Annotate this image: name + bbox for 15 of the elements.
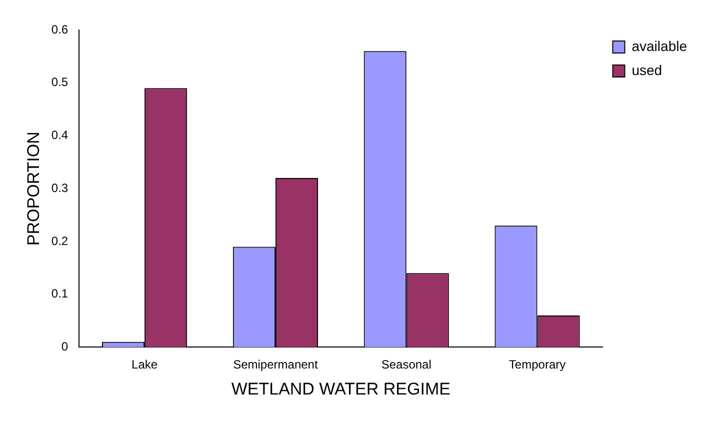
legend-label: used — [632, 62, 662, 78]
y-tick-label: 0 — [61, 340, 68, 354]
y-tick-label: 0.5 — [51, 75, 68, 90]
y-tick-label: 0.1 — [51, 286, 68, 301]
y-tick-label: 0.2 — [51, 234, 68, 248]
x-axis-title: WETLAND WATER REGIME — [231, 379, 450, 398]
x-tick-label: Lake — [132, 358, 158, 372]
y-tick-label: 0.6 — [51, 22, 68, 36]
y-tick-label: 0.4 — [51, 128, 68, 142]
x-tick-label: Semipermanent — [233, 358, 318, 372]
x-tick-label: Seasonal — [381, 358, 432, 372]
y-axis-title: PROPORTION — [24, 132, 43, 246]
y-tick-label: 0.3 — [51, 180, 68, 195]
x-tick-label: Temporary — [508, 358, 566, 372]
legend-label: available — [632, 38, 688, 54]
